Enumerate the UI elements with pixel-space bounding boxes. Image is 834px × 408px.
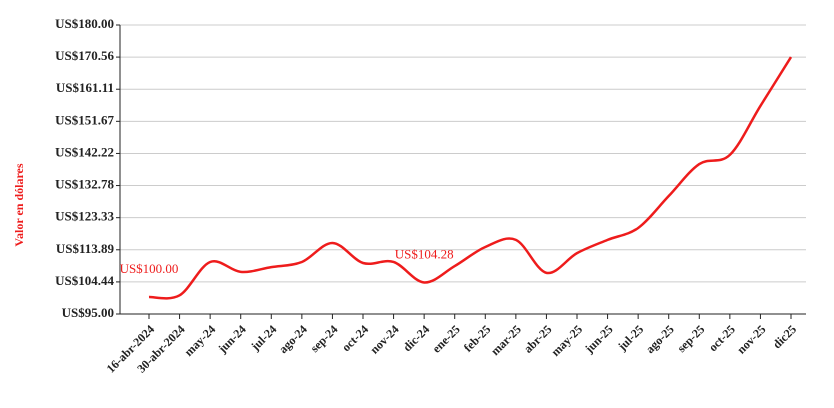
x-tick-label: jun-25 bbox=[581, 322, 615, 356]
x-tick-label: jun-24 bbox=[215, 322, 249, 356]
x-tick-label: jul-24 bbox=[248, 322, 280, 354]
y-tick-label: US$180.00 bbox=[55, 16, 114, 31]
x-tick-label: dic-24 bbox=[400, 322, 432, 354]
value-label: US$100.00 bbox=[120, 261, 179, 276]
y-tick-label: US$161.11 bbox=[56, 80, 114, 95]
y-tick-label: US$123.33 bbox=[55, 209, 114, 224]
x-tick-label: ago-24 bbox=[276, 322, 310, 356]
y-tick-label: US$95.00 bbox=[62, 305, 114, 320]
x-tick-label: may-24 bbox=[181, 322, 218, 359]
x-tick-label: may-25 bbox=[548, 322, 585, 359]
x-tick-label: sep-24 bbox=[307, 322, 340, 355]
x-tick-label: mar-25 bbox=[488, 322, 524, 358]
x-tick-label: oct-24 bbox=[339, 322, 371, 354]
x-tick-label: ago-25 bbox=[643, 322, 677, 356]
y-axis-label: Valor en dólares bbox=[12, 163, 26, 246]
y-tick-label: US$142.22 bbox=[55, 144, 114, 159]
x-tick-label: nov-25 bbox=[734, 322, 768, 356]
x-tick-label: sep-25 bbox=[674, 322, 707, 355]
y-tick-label: US$151.67 bbox=[55, 112, 114, 127]
y-tick-label: US$104.44 bbox=[55, 273, 114, 288]
x-tick-label: oct-25 bbox=[706, 322, 738, 354]
line bbox=[148, 56, 793, 300]
x-tick-label: nov-24 bbox=[367, 322, 401, 356]
x-tick-label: dic25 bbox=[770, 322, 799, 351]
x-tick-label: jul-25 bbox=[614, 322, 646, 354]
y-tick-label: US$170.56 bbox=[55, 48, 114, 63]
y-tick-label: US$113.89 bbox=[56, 241, 115, 256]
value-label: US$104.28 bbox=[395, 246, 454, 261]
y-tick-label: US$132.78 bbox=[55, 177, 114, 192]
x-tick-label: ene-25 bbox=[429, 322, 462, 355]
